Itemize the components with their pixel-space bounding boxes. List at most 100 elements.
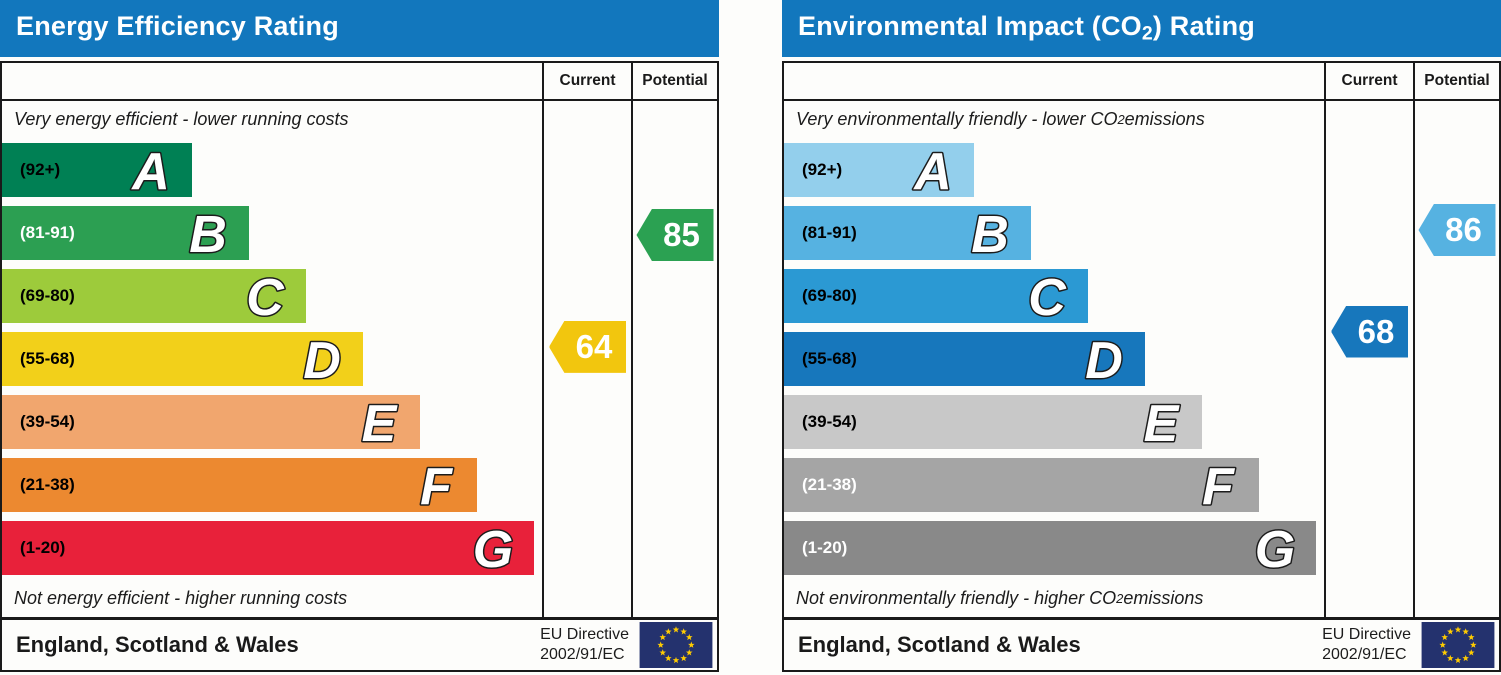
band-letter: C (1027, 267, 1069, 328)
band-row-c: (69-80) C (784, 264, 1324, 328)
band-range-label: (55-68) (802, 348, 857, 368)
band-rows: (92+) A (81-91) B (69-80) C (55-68) D (39-54… (784, 138, 1324, 580)
band-letter: E (1142, 393, 1181, 454)
band-row-c: (69-80) C (2, 264, 542, 328)
current-column-header: Current (1324, 63, 1413, 99)
band-row-a: (92+) A (2, 138, 542, 202)
band-letter: A (911, 141, 954, 202)
band-letter: C (245, 267, 287, 328)
header-spacer-cell (784, 63, 1324, 99)
band-row-a: (92+) A (784, 138, 1324, 202)
current-column-header: Current (542, 63, 631, 99)
header-spacer-cell (2, 63, 542, 99)
band-range-label: (92+) (20, 159, 61, 179)
svg-text:C: C (246, 269, 285, 327)
band-letter: E (360, 393, 399, 454)
eu-directive-label: EU Directive 2002/91/EC (1322, 626, 1411, 663)
band-letter: G (1253, 519, 1296, 580)
svg-text:E: E (1144, 395, 1180, 453)
band-letter: G (471, 519, 514, 580)
potential-score-column: 85 (631, 101, 717, 617)
band-letter: B (188, 204, 229, 265)
eu-directive-label: EU Directive 2002/91/EC (540, 626, 629, 663)
band-range-label: (55-68) (20, 348, 75, 368)
caption-bottom: Not environmentally friendly - higher CO… (796, 587, 1204, 608)
band-row-e: (39-54) E (2, 390, 542, 454)
band-ladder: Very energy efficient - lower running co… (2, 101, 542, 617)
table-body: Very energy efficient - lower running co… (2, 101, 717, 617)
potential-score-marker: 86 (1418, 204, 1496, 257)
svg-text:G: G (473, 521, 513, 579)
table-header-row: Current Potential (2, 63, 717, 101)
region-label: England, Scotland & Wales (16, 632, 299, 657)
band-row-e: (39-54) E (784, 390, 1324, 454)
potential-score-column: 86 (1413, 101, 1499, 617)
band-range-label: (21-38) (20, 474, 75, 494)
band-row-b: (81-91) B (2, 201, 542, 265)
svg-text:B: B (971, 206, 1009, 264)
environmental-impact-title-bar: Environmental Impact (CO2) Rating (782, 0, 1501, 57)
svg-text:F: F (420, 458, 453, 516)
potential-column-header: Potential (1413, 63, 1499, 99)
current-score-column: 64 (542, 101, 631, 617)
table-header-row: Current Potential (784, 63, 1499, 101)
band-row-g: (1-20) G (784, 516, 1324, 580)
svg-text:F: F (1202, 458, 1235, 516)
band-range-label: (1-20) (20, 537, 66, 557)
svg-text:C: C (1028, 269, 1067, 327)
band-letter: D (302, 330, 343, 391)
potential-column-header: Potential (631, 63, 717, 99)
band-range-label: (81-91) (20, 222, 75, 242)
rating-table: Current Potential Very environmentally f… (782, 61, 1501, 672)
svg-text:E: E (362, 395, 398, 453)
caption-bottom: Not energy efficient - higher running co… (14, 587, 348, 608)
table-footer: England, Scotland & Wales EU Directive 2… (2, 617, 717, 670)
current-score-column: 68 (1324, 101, 1413, 617)
band-row-b: (81-91) B (784, 201, 1324, 265)
panel-title: Energy Efficiency Rating (16, 11, 339, 46)
eu-flag-icon (1421, 622, 1495, 668)
band-range-label: (92+) (802, 159, 843, 179)
panel-title-text: Energy Efficiency Rating (16, 11, 339, 42)
eu-flag-icon (639, 622, 713, 668)
svg-text:G: G (1255, 521, 1295, 579)
svg-text:B: B (189, 206, 227, 264)
current-score-marker: 68 (1331, 305, 1408, 358)
panel-title-text: Environmental Impact (CO (798, 11, 1142, 42)
panel-title: Environmental Impact (CO2) Rating (798, 11, 1255, 46)
table-body: Very environmentally friendly - lower CO… (784, 101, 1499, 617)
caption-top: Very energy efficient - lower running co… (14, 109, 349, 129)
band-ladder: Very environmentally friendly - lower CO… (784, 101, 1324, 617)
band-letter: F (1201, 456, 1237, 517)
band-range-label: (1-20) (802, 537, 848, 557)
caption-top: Very environmentally friendly - lower CO… (796, 109, 1205, 129)
band-row-f: (21-38) F (784, 453, 1324, 517)
svg-text:D: D (303, 332, 341, 390)
band-range-label: (21-38) (802, 474, 857, 494)
band-row-f: (21-38) F (2, 453, 542, 517)
potential-score-marker: 85 (636, 208, 714, 261)
current-score-marker: 64 (549, 320, 626, 373)
band-range-label: (39-54) (802, 411, 857, 431)
rating-table: Current Potential Very energy efficient … (0, 61, 719, 672)
band-letter: D (1084, 330, 1125, 391)
svg-text:A: A (130, 143, 170, 201)
panel-title-text-end: ) Rating (1152, 11, 1255, 42)
band-rows: (92+) A (81-91) B (69-80) C (55-68) D (39-54… (2, 138, 542, 580)
band-row-d: (55-68) D (784, 327, 1324, 391)
band-row-g: (1-20) G (2, 516, 542, 580)
band-range-label: (69-80) (802, 285, 857, 305)
band-range-label: (81-91) (802, 222, 857, 242)
svg-text:D: D (1085, 332, 1123, 390)
band-range-label: (69-80) (20, 285, 75, 305)
environmental-impact-panel: Environmental Impact (CO2) Rating Curren… (782, 0, 1501, 672)
energy-efficiency-panel: Energy Efficiency Rating Current Potenti… (0, 0, 719, 672)
band-row-d: (55-68) D (2, 327, 542, 391)
band-letter: B (970, 204, 1011, 265)
band-range-label: (39-54) (20, 411, 75, 431)
region-label: England, Scotland & Wales (798, 632, 1081, 657)
energy-efficiency-title-bar: Energy Efficiency Rating (0, 0, 719, 57)
band-letter: A (129, 141, 172, 202)
table-footer: England, Scotland & Wales EU Directive 2… (784, 617, 1499, 670)
